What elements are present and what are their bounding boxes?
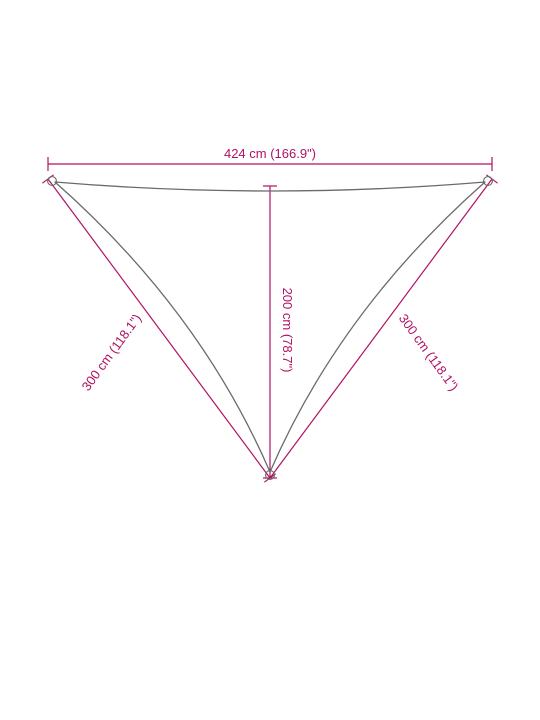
dimension-label-width: 424 cm (166.9") [224, 146, 316, 161]
dimension-lines [42, 157, 497, 482]
dimension-label-side-left: 300 cm (118.1") [79, 311, 145, 394]
dimension-diagram: 424 cm (166.9") 200 cm (78.7") 300 cm (1… [0, 0, 540, 720]
diagram-canvas: 424 cm (166.9") 200 cm (78.7") 300 cm (1… [0, 0, 540, 720]
dimension-label-side-right: 300 cm (118.1") [396, 311, 462, 394]
dimension-label-height: 200 cm (78.7") [280, 288, 295, 373]
